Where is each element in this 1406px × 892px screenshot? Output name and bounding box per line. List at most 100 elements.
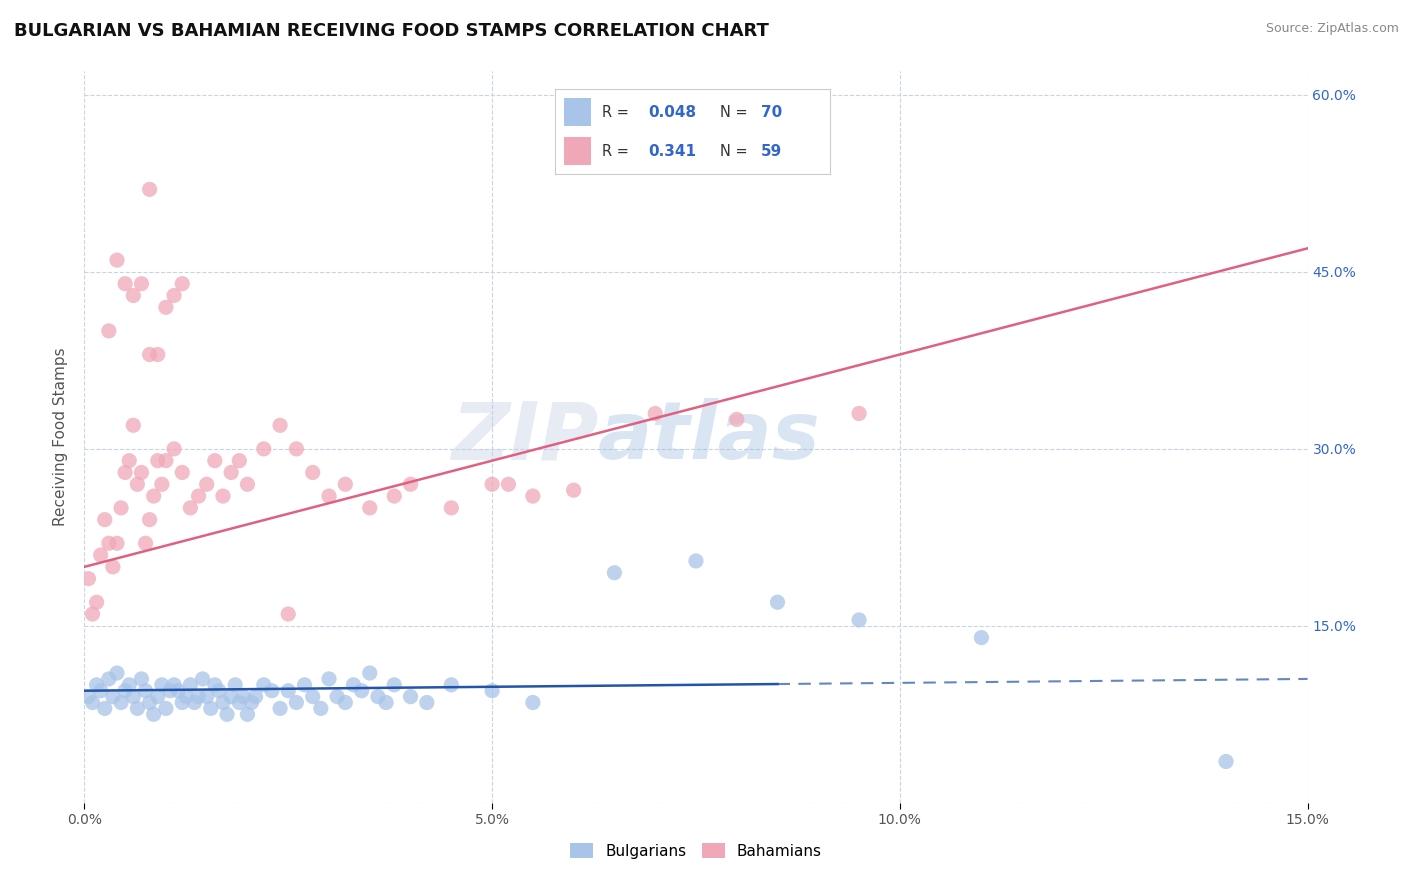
Point <box>359 500 381 515</box>
Point <box>93 513 115 527</box>
Point <box>603 566 626 580</box>
Point <box>359 666 381 681</box>
Point <box>174 690 197 704</box>
Point <box>195 477 218 491</box>
Point <box>260 683 283 698</box>
Point <box>82 696 104 710</box>
Point <box>146 453 169 467</box>
Point <box>127 477 149 491</box>
Point <box>155 701 177 715</box>
Point <box>163 442 186 456</box>
Point <box>375 696 398 710</box>
Point <box>138 347 160 361</box>
Point <box>127 701 149 715</box>
Point <box>142 707 165 722</box>
Point <box>766 595 789 609</box>
Point <box>172 466 194 480</box>
Point <box>335 696 357 710</box>
Point <box>150 477 173 491</box>
Point <box>191 672 214 686</box>
Point <box>93 701 115 715</box>
Point <box>217 707 239 722</box>
Point <box>208 683 231 698</box>
Point <box>294 678 316 692</box>
Text: 70: 70 <box>761 104 782 120</box>
Text: N =: N = <box>720 104 752 120</box>
Point <box>118 453 141 467</box>
Point <box>350 683 373 698</box>
Legend: Bulgarians, Bahamians: Bulgarians, Bahamians <box>564 837 828 864</box>
Point <box>204 453 226 467</box>
Point <box>150 678 173 692</box>
Point <box>440 500 463 515</box>
Point <box>285 696 308 710</box>
Point <box>318 672 340 686</box>
Point <box>146 347 169 361</box>
Point <box>204 678 226 692</box>
Point <box>142 489 165 503</box>
Point <box>382 489 405 503</box>
Point <box>277 683 299 698</box>
Point <box>101 690 124 704</box>
Point <box>122 690 145 704</box>
Point <box>187 489 209 503</box>
Point <box>122 288 145 302</box>
Point <box>138 182 160 196</box>
Text: 59: 59 <box>761 144 782 159</box>
Point <box>399 690 422 704</box>
Point <box>335 477 357 491</box>
Point <box>481 477 503 491</box>
Point <box>481 683 503 698</box>
Point <box>101 559 124 574</box>
Point <box>146 690 169 704</box>
Point <box>122 418 145 433</box>
Point <box>236 477 259 491</box>
Point <box>179 678 201 692</box>
Point <box>163 678 186 692</box>
Point <box>179 500 201 515</box>
Text: BULGARIAN VS BAHAMIAN RECEIVING FOOD STAMPS CORRELATION CHART: BULGARIAN VS BAHAMIAN RECEIVING FOOD STA… <box>14 22 769 40</box>
Point <box>522 696 544 710</box>
Text: ZIP: ZIP <box>451 398 598 476</box>
Text: atlas: atlas <box>598 398 821 476</box>
Point <box>367 690 389 704</box>
Point <box>382 678 405 692</box>
Point <box>82 607 104 621</box>
Point <box>212 696 235 710</box>
Point <box>848 613 870 627</box>
Point <box>131 277 153 291</box>
Point <box>318 489 340 503</box>
Point <box>155 453 177 467</box>
Point <box>301 690 323 704</box>
Point <box>253 442 276 456</box>
Text: Source: ZipAtlas.com: Source: ZipAtlas.com <box>1265 22 1399 36</box>
Point <box>97 536 120 550</box>
Point <box>195 690 218 704</box>
Point <box>114 277 136 291</box>
Point <box>685 554 707 568</box>
Point <box>522 489 544 503</box>
Point <box>269 701 291 715</box>
Text: R =: R = <box>602 144 634 159</box>
Point <box>90 548 112 562</box>
Point <box>172 277 194 291</box>
Point <box>399 477 422 491</box>
Point <box>105 536 128 550</box>
Point <box>253 678 276 692</box>
Point <box>498 477 520 491</box>
Point <box>232 690 254 704</box>
Point <box>219 690 242 704</box>
Point <box>725 412 748 426</box>
Point <box>342 678 364 692</box>
Point <box>114 683 136 698</box>
Point <box>114 466 136 480</box>
Point <box>245 690 267 704</box>
Point <box>236 707 259 722</box>
Point <box>277 607 299 621</box>
FancyBboxPatch shape <box>564 98 591 127</box>
Point <box>155 301 177 315</box>
Point <box>212 489 235 503</box>
Point <box>309 701 332 715</box>
Text: N =: N = <box>720 144 752 159</box>
Point <box>105 253 128 268</box>
